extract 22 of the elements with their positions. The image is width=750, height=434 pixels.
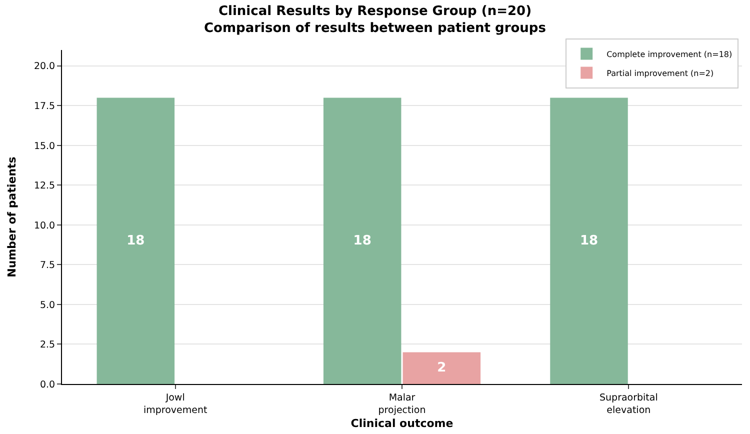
- y-tick-label: 15.0: [34, 140, 56, 152]
- chart-subtitle: Comparison of results between patient groups: [204, 21, 546, 36]
- y-tick-label: 5.0: [40, 300, 56, 311]
- y-tick-label: 0.0: [40, 379, 56, 390]
- data-label: 18: [126, 233, 145, 248]
- y-tick-label: 2.5: [40, 340, 56, 351]
- x-tick-label: Malar projection: [378, 392, 426, 416]
- y-tick-label: 20.0: [34, 61, 56, 72]
- data-label: 18: [353, 233, 372, 248]
- x-tick-label: Supraorbital elevation: [599, 392, 658, 416]
- y-tick-label: 10.0: [34, 220, 56, 232]
- y-axis-title: Number of patients: [6, 156, 19, 278]
- legend-label: Complete improvement (n=18): [606, 50, 732, 59]
- legend-label: Partial improvement (n=2): [606, 68, 714, 78]
- y-tick-label: 7.5: [40, 260, 56, 272]
- y-tick-label: 17.5: [34, 100, 56, 112]
- chart-title: Clinical Results by Response Group (n=20): [218, 4, 532, 20]
- x-tick-label: Jowl improvement: [143, 392, 208, 416]
- y-tick-label: 12.5: [34, 180, 56, 192]
- data-label: 2: [437, 360, 446, 376]
- x-axis-title: Clinical outcome: [350, 416, 454, 430]
- data-label: 18: [580, 233, 598, 248]
